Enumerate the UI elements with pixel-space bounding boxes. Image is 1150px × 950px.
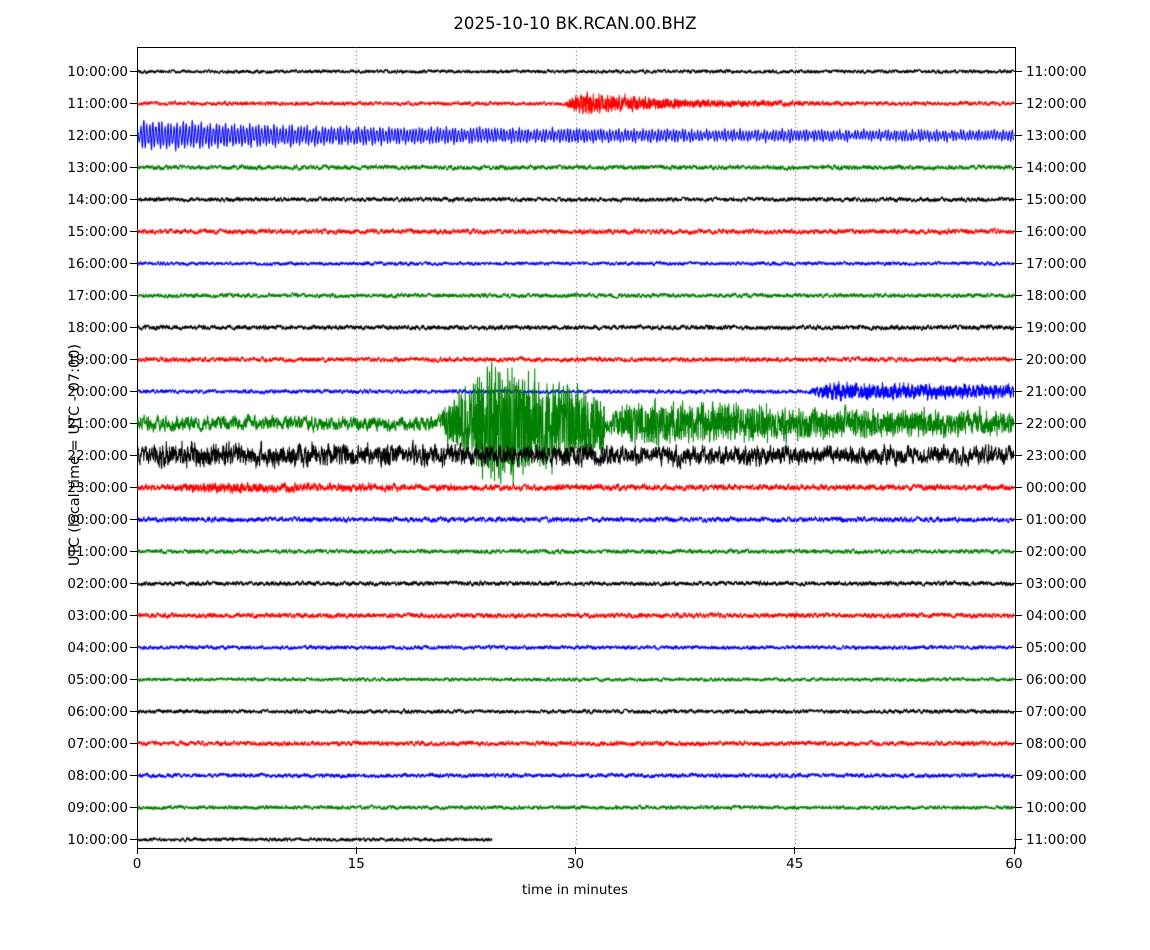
y-tick-label-right: 14:00:00 [1026, 159, 1087, 176]
y-tick-label-right: 16:00:00 [1026, 223, 1087, 240]
y-tick-label-right: 08:00:00 [1026, 735, 1087, 752]
y-tick-label-right: 02:00:00 [1026, 543, 1087, 560]
y-tick-label-right: 06:00:00 [1026, 671, 1087, 688]
y-tick-label-right: 00:00:00 [1026, 479, 1087, 496]
x-tick-label: 45 [786, 856, 804, 872]
y-tick-label-right: 05:00:00 [1026, 639, 1087, 656]
y-tick-label-right: 10:00:00 [1026, 799, 1087, 816]
y-tick-label-right: 03:00:00 [1026, 575, 1087, 592]
x-tick-label: 0 [132, 856, 142, 872]
page-title: 2025-10-10 BK.RCAN.00.BHZ [453, 14, 697, 33]
y-tick-label-right: 19:00:00 [1026, 319, 1087, 336]
y-axis-title: UTC (local time = UTC - 07:00) [67, 343, 83, 567]
y-tick-label-right: 09:00:00 [1026, 767, 1087, 784]
x-tick-label: 60 [1005, 856, 1023, 872]
x-tick-label: 15 [347, 856, 365, 872]
y-tick-label-right: 23:00:00 [1026, 447, 1087, 464]
y-tick-label-right: 18:00:00 [1026, 287, 1087, 304]
x-tick-label: 30 [566, 856, 585, 872]
y-tick-label-right: 13:00:00 [1026, 127, 1087, 144]
y-tick-label-right: 01:00:00 [1026, 511, 1087, 528]
x-axis-title: time in minutes [521, 882, 629, 898]
y-tick-label-right: 21:00:00 [1026, 383, 1087, 400]
plot-axes-frame [137, 47, 1016, 849]
y-tick-label-right: 22:00:00 [1026, 415, 1087, 432]
y-tick-label-right: 20:00:00 [1026, 351, 1087, 368]
y-tick-label-right: 17:00:00 [1026, 255, 1087, 272]
y-tick-label-right: 04:00:00 [1026, 607, 1087, 624]
y-tick-label-right: 11:00:00 [1026, 831, 1087, 848]
y-tick-label-right: 07:00:00 [1026, 703, 1087, 720]
y-tick-label-right: 12:00:00 [1026, 95, 1087, 112]
y-tick-label-right: 11:00:00 [1026, 63, 1087, 80]
y-tick-label-right: 15:00:00 [1026, 191, 1087, 208]
